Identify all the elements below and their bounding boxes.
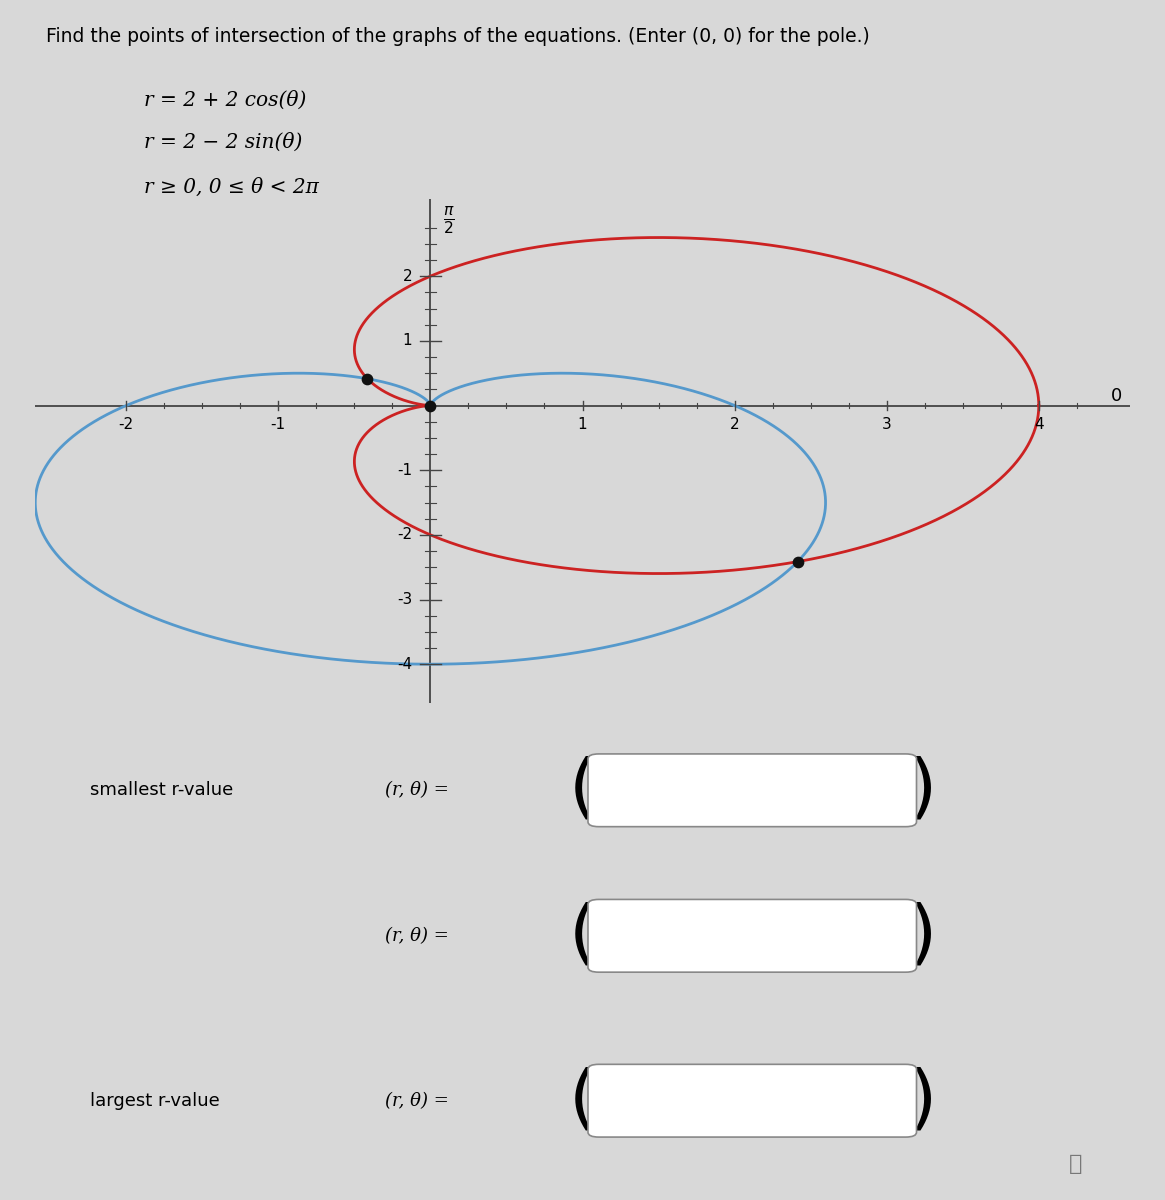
Text: ): ) [908,1066,935,1135]
Text: -1: -1 [270,418,285,432]
FancyBboxPatch shape [588,754,917,827]
Text: r ≥ 0, 0 ≤ θ < 2π: r ≥ 0, 0 ≤ θ < 2π [144,178,319,197]
Text: 0: 0 [1111,386,1122,404]
Text: 4: 4 [1035,418,1044,432]
Text: smallest r-value: smallest r-value [90,781,233,799]
Text: -2: -2 [397,527,412,542]
Text: (: ( [569,756,596,824]
Text: (: ( [569,1066,596,1135]
Point [421,396,439,415]
Text: r = 2 − 2 sin(θ): r = 2 − 2 sin(θ) [144,132,303,151]
Text: largest r-value: largest r-value [90,1092,219,1110]
Point [358,370,376,389]
Point [789,552,807,571]
FancyBboxPatch shape [588,1064,917,1138]
Text: -1: -1 [397,463,412,478]
Text: 2: 2 [729,418,740,432]
Text: -4: -4 [397,656,412,672]
Text: (r, θ) =: (r, θ) = [386,781,450,799]
Text: Find the points of intersection of the graphs of the equations. (Enter (0, 0) fo: Find the points of intersection of the g… [45,28,869,47]
Text: -2: -2 [119,418,134,432]
Text: (r, θ) =: (r, θ) = [386,1092,450,1110]
Text: $\frac{\pi}{2}$: $\frac{\pi}{2}$ [443,204,454,235]
FancyBboxPatch shape [588,900,917,972]
Text: 1: 1 [403,334,412,348]
Text: 3: 3 [882,418,891,432]
Text: 2: 2 [403,269,412,283]
Text: ): ) [908,901,935,971]
Text: ): ) [908,756,935,824]
Text: (: ( [569,901,596,971]
Text: ⓘ: ⓘ [1068,1153,1082,1174]
Text: (r, θ) =: (r, θ) = [386,926,450,944]
Text: 1: 1 [578,418,587,432]
Text: -3: -3 [397,592,412,607]
Text: r = 2 + 2 cos(θ): r = 2 + 2 cos(θ) [144,90,306,109]
